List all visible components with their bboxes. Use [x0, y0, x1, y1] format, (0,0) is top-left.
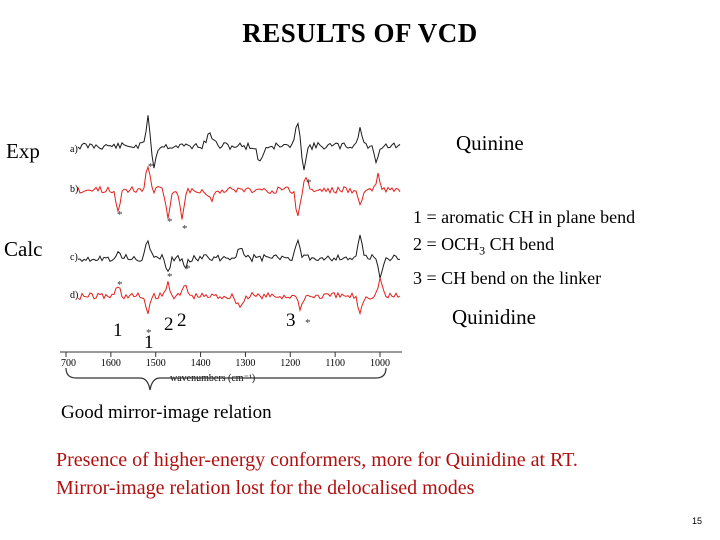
exp-label: Exp: [6, 139, 40, 163]
legend-item-2-tail: CH bend: [485, 234, 555, 254]
x-axis-tick-label: 1400: [191, 358, 211, 369]
x-axis-tick-label: 1200: [280, 358, 300, 369]
x-axis-tick-label: 1000: [370, 358, 390, 369]
asterisk-marker: *: [185, 263, 191, 275]
grouping-braces: [65, 367, 387, 391]
conclusion-notes: Presence of higher-energy conformers, mo…: [56, 446, 578, 502]
panel-label-d: d): [70, 290, 78, 301]
x-axis-tick-label: 1500: [146, 358, 166, 369]
vcd-spectra-figure: 1700 1600 1500 1400 1300 1200 1100 1000 a) b) c…: [60, 100, 410, 400]
slide-number: 15: [691, 516, 702, 526]
band-number-3: 3: [286, 310, 296, 331]
legend-item-3: 3 = CH bend on the linker: [413, 267, 602, 288]
panel-label-b: b): [70, 184, 78, 195]
asterisk-marker: *: [148, 161, 154, 173]
x-axis-tick-label: 1600: [101, 358, 121, 369]
note-1: Presence of higher-energy conformers, mo…: [56, 449, 578, 471]
figure-caption: Good mirror-image relation: [61, 402, 272, 423]
band-number-2b: 2: [177, 310, 187, 331]
x-axis-tick-label: 1300: [235, 358, 255, 369]
asterisk-marker: *: [146, 327, 152, 339]
asterisk-marker: *: [167, 271, 173, 283]
trace-b: [77, 165, 401, 220]
asterisk-marker: *: [167, 216, 173, 228]
x-axis-tick-labels: 1700 1600 1500 1400 1300 1200 1100 1000: [60, 358, 390, 369]
panel-label-a: a): [70, 144, 78, 155]
trace-c: [77, 234, 401, 279]
x-axis-ticks: [65, 352, 381, 357]
legend-item-2-text: 2 = OCH: [413, 234, 480, 254]
brace-shape: [65, 367, 387, 391]
figure-background: [60, 100, 410, 400]
trace-a: [77, 115, 401, 171]
legend-item-2: 2 = OCH3 CH bend: [413, 231, 635, 265]
band-number-1a: 1: [113, 320, 123, 341]
band-number-2a: 2: [164, 314, 174, 335]
asterisk-marker: *: [305, 317, 311, 329]
x-axis-tick-label: 1700: [60, 358, 76, 369]
legend-item-2-subscript: 3: [479, 243, 486, 258]
asterisk-marker: *: [182, 223, 188, 235]
asterisk-markers: * * * * * * * * * *: [117, 161, 312, 339]
trace-d: [77, 277, 401, 316]
calc-label: Calc: [4, 237, 43, 261]
quinidine-label: Quinidine: [452, 305, 536, 329]
page-title: RESULTS OF VCD: [242, 18, 478, 48]
x-axis-tick-label: 1100: [325, 358, 345, 369]
panel-label-c: c): [70, 252, 78, 263]
band-legend: 1 = aromatic CH in plane bend 2 = OCH3 C…: [413, 204, 635, 292]
asterisk-marker: *: [117, 209, 123, 221]
quinine-label: Quinine: [456, 131, 524, 155]
asterisk-marker: *: [306, 177, 312, 189]
band-number-1b: 1: [144, 332, 154, 353]
note-2: Mirror-image relation lost for the deloc…: [56, 477, 475, 499]
asterisk-marker: *: [117, 279, 123, 291]
legend-item-1: 1 = aromatic CH in plane bend: [413, 207, 636, 227]
